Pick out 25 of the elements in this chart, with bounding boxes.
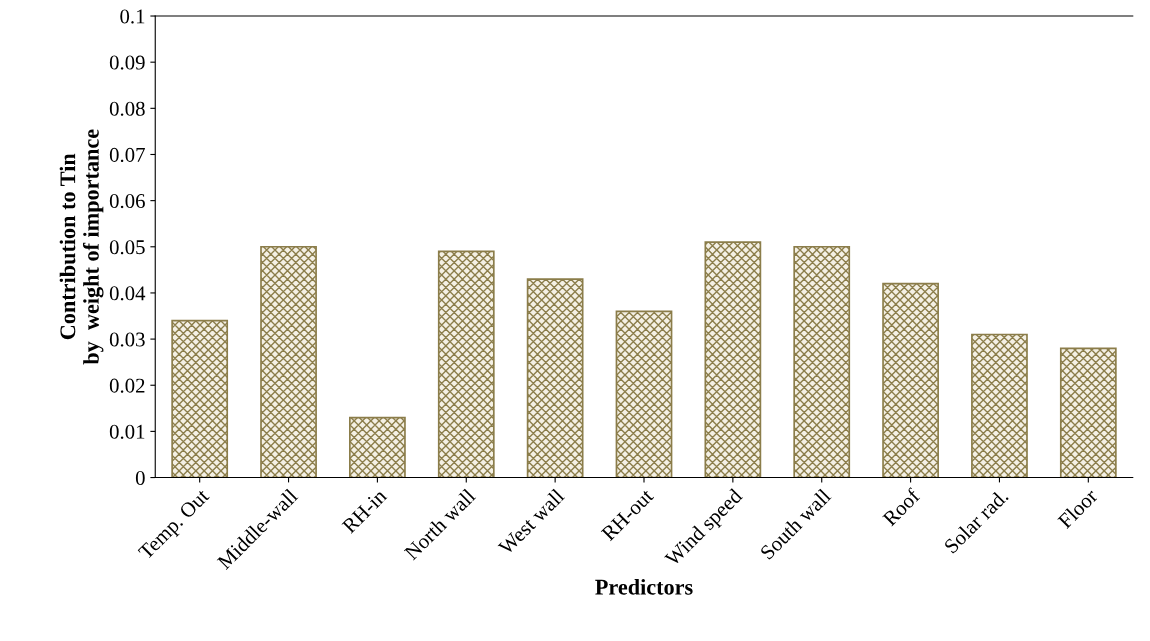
y-tick-label: 0.07 — [109, 147, 145, 163]
y-tick-label: 0.09 — [109, 55, 145, 70]
y-tick-label: 0.06 — [109, 194, 145, 209]
y-tick-label: 0.04 — [109, 286, 146, 301]
y-tick-label: 0 — [135, 470, 145, 485]
bar — [704, 241, 762, 478]
y-tick-label: 0.03 — [109, 332, 145, 347]
bar — [526, 278, 584, 478]
x-tick-label: West wall — [497, 487, 566, 556]
bar — [171, 319, 229, 478]
bar — [971, 333, 1028, 478]
bar — [882, 282, 939, 478]
bar — [615, 310, 673, 478]
y-tick-label: 0.1 — [120, 9, 145, 24]
y-tick-label: 0.01 — [109, 424, 145, 439]
bar — [437, 250, 495, 478]
bar — [349, 416, 406, 478]
y-tick-label: 0.05 — [109, 240, 145, 255]
y-tick-label: 0.02 — [109, 378, 145, 393]
y-tick-label: 0.08 — [109, 101, 145, 116]
bar — [1059, 347, 1117, 478]
bar — [793, 245, 851, 478]
y-axis-title: Contribution to Tin by weight of importance — [59, 129, 104, 365]
bar — [260, 245, 317, 478]
x-axis-title: Predictors — [595, 579, 693, 595]
